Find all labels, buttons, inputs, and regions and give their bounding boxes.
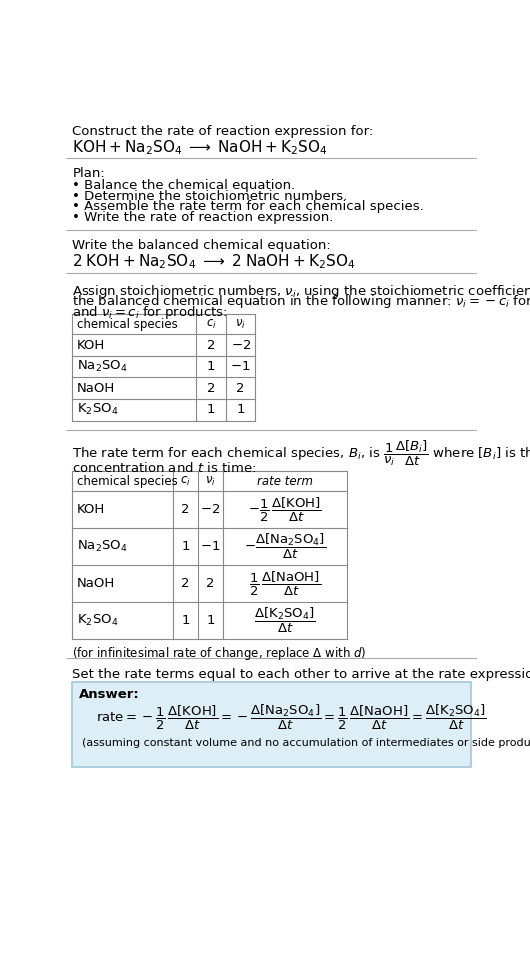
Text: KOH: KOH [77, 504, 105, 516]
Text: and $\nu_i = c_i$ for products:: and $\nu_i = c_i$ for products: [73, 305, 228, 321]
Text: $\dfrac{\Delta[\mathrm{K_2SO_4}]}{\Delta t}$: $\dfrac{\Delta[\mathrm{K_2SO_4}]}{\Delta… [254, 606, 316, 635]
Text: $\mathrm{2\;KOH + Na_2SO_4 \;\longrightarrow\; 2\;NaOH + K_2SO_4}$: $\mathrm{2\;KOH + Na_2SO_4 \;\longrighta… [73, 252, 356, 270]
Text: concentration and $t$ is time:: concentration and $t$ is time: [73, 461, 257, 474]
Text: the balanced chemical equation in the following manner: $\nu_i = -c_i$ for react: the balanced chemical equation in the fo… [73, 294, 530, 310]
Text: Assign stoichiometric numbers, $\nu_i$, using the stoichiometric coefficients, $: Assign stoichiometric numbers, $\nu_i$, … [73, 283, 530, 300]
Text: 1: 1 [236, 403, 245, 416]
Text: $-1$: $-1$ [200, 541, 220, 553]
Text: $\mathrm{KOH + Na_2SO_4 \;\longrightarrow\; NaOH + K_2SO_4}$: $\mathrm{KOH + Na_2SO_4 \;\longrightarro… [73, 138, 328, 156]
Text: $-2$: $-2$ [200, 504, 220, 516]
Text: $\nu_i$: $\nu_i$ [205, 474, 216, 488]
Text: $\nu_i$: $\nu_i$ [235, 318, 246, 331]
Text: 2: 2 [181, 504, 190, 516]
Text: chemical species: chemical species [77, 318, 178, 331]
Text: $-\dfrac{\Delta[\mathrm{Na_2SO_4}]}{\Delta t}$: $-\dfrac{\Delta[\mathrm{Na_2SO_4}]}{\Del… [244, 532, 326, 561]
Text: • Determine the stoichiometric numbers.: • Determine the stoichiometric numbers. [73, 189, 348, 202]
Text: • Assemble the rate term for each chemical species.: • Assemble the rate term for each chemic… [73, 200, 424, 214]
Text: 2: 2 [207, 339, 215, 351]
Text: $\mathrm{K_2SO_4}$: $\mathrm{K_2SO_4}$ [77, 402, 119, 418]
Text: $c_i$: $c_i$ [180, 474, 191, 488]
Text: 2: 2 [206, 577, 215, 590]
Text: 2: 2 [181, 577, 190, 590]
Text: KOH: KOH [77, 339, 105, 351]
Text: (assuming constant volume and no accumulation of intermediates or side products): (assuming constant volume and no accumul… [82, 738, 530, 748]
Text: Set the rate terms equal to each other to arrive at the rate expression:: Set the rate terms equal to each other t… [73, 669, 530, 681]
Text: $\mathrm{Na_2SO_4}$: $\mathrm{Na_2SO_4}$ [77, 359, 128, 374]
Text: $\mathrm{rate} = -\dfrac{1}{2}\,\dfrac{\Delta[\mathrm{KOH}]}{\Delta t} = -\dfrac: $\mathrm{rate} = -\dfrac{1}{2}\,\dfrac{\… [96, 703, 487, 732]
Text: (for infinitesimal rate of change, replace $\Delta$ with $d$): (for infinitesimal rate of change, repla… [73, 645, 367, 663]
Text: NaOH: NaOH [77, 382, 116, 394]
Text: 2: 2 [236, 382, 245, 394]
Text: $\mathrm{K_2SO_4}$: $\mathrm{K_2SO_4}$ [77, 613, 119, 629]
Text: 1: 1 [206, 614, 215, 628]
Text: $c_i$: $c_i$ [206, 318, 217, 331]
Text: 1: 1 [181, 541, 190, 553]
Text: Construct the rate of reaction expression for:: Construct the rate of reaction expressio… [73, 125, 374, 138]
Text: rate term: rate term [257, 475, 313, 488]
Text: 1: 1 [181, 614, 190, 628]
Text: The rate term for each chemical species, $B_i$, is $\dfrac{1}{\nu_i}\dfrac{\Delt: The rate term for each chemical species,… [73, 439, 530, 468]
Text: $\dfrac{1}{2}\,\dfrac{\Delta[\mathrm{NaOH}]}{\Delta t}$: $\dfrac{1}{2}\,\dfrac{\Delta[\mathrm{NaO… [249, 570, 321, 598]
Text: • Balance the chemical equation.: • Balance the chemical equation. [73, 179, 296, 191]
Text: $\mathrm{Na_2SO_4}$: $\mathrm{Na_2SO_4}$ [77, 539, 128, 554]
Text: Answer:: Answer: [78, 688, 139, 702]
Text: $-2$: $-2$ [231, 339, 251, 351]
Text: • Write the rate of reaction expression.: • Write the rate of reaction expression. [73, 211, 334, 224]
Text: Write the balanced chemical equation:: Write the balanced chemical equation: [73, 239, 331, 252]
Text: $-\dfrac{1}{2}\,\dfrac{\Delta[\mathrm{KOH}]}{\Delta t}$: $-\dfrac{1}{2}\,\dfrac{\Delta[\mathrm{KO… [248, 496, 322, 524]
Text: chemical species: chemical species [77, 475, 178, 488]
FancyBboxPatch shape [73, 682, 471, 767]
Text: 1: 1 [207, 360, 215, 373]
Text: NaOH: NaOH [77, 577, 116, 590]
Text: $-1$: $-1$ [231, 360, 251, 373]
Text: Plan:: Plan: [73, 167, 105, 181]
Text: 2: 2 [207, 382, 215, 394]
Text: 1: 1 [207, 403, 215, 416]
